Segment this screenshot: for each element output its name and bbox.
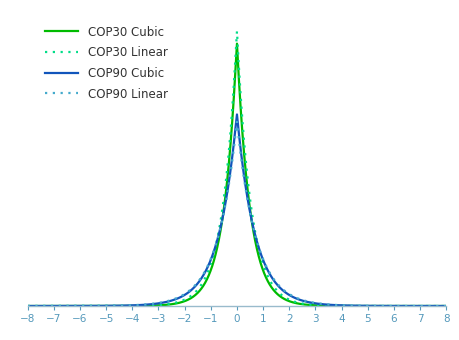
Legend: COP30 Cubic, COP30 Linear, COP90 Cubic, COP90 Linear: COP30 Cubic, COP30 Linear, COP90 Cubic, … xyxy=(42,22,171,104)
COP90 Cubic xyxy=(185,291,190,295)
COP90 Cubic xyxy=(389,304,395,308)
COP90 Cubic xyxy=(434,304,440,308)
COP30 Linear xyxy=(73,304,78,308)
COP30 Linear xyxy=(203,274,208,278)
COP30 Cubic xyxy=(203,278,208,283)
COP30 Cubic xyxy=(73,304,78,308)
Line: COP30 Linear: COP30 Linear xyxy=(28,31,445,306)
Line: COP90 Linear: COP90 Linear xyxy=(28,122,445,306)
COP30 Linear xyxy=(25,304,30,308)
Line: COP90 Cubic: COP90 Cubic xyxy=(28,115,445,306)
COP90 Linear xyxy=(442,304,448,308)
COP90 Cubic xyxy=(234,113,239,117)
COP30 Cubic xyxy=(97,304,103,308)
COP90 Linear xyxy=(25,304,30,308)
COP30 Cubic xyxy=(185,298,190,302)
COP90 Linear xyxy=(389,304,395,308)
COP30 Linear xyxy=(442,304,448,308)
COP30 Linear xyxy=(185,296,190,300)
COP30 Cubic xyxy=(434,304,440,308)
COP90 Linear xyxy=(185,290,190,294)
COP90 Linear xyxy=(73,304,78,308)
COP90 Cubic xyxy=(203,268,208,272)
COP90 Linear xyxy=(234,120,239,124)
COP90 Cubic xyxy=(25,304,30,308)
COP30 Cubic xyxy=(442,304,448,308)
COP90 Cubic xyxy=(73,304,78,308)
COP30 Cubic xyxy=(389,304,395,308)
COP90 Cubic xyxy=(97,304,103,308)
COP30 Linear xyxy=(97,304,103,308)
Line: COP30 Cubic: COP30 Cubic xyxy=(28,44,445,306)
COP30 Linear xyxy=(234,29,239,33)
COP30 Cubic xyxy=(25,304,30,308)
COP90 Linear xyxy=(434,304,440,308)
COP90 Linear xyxy=(203,267,208,271)
COP90 Cubic xyxy=(442,304,448,308)
COP90 Linear xyxy=(97,304,103,308)
COP30 Cubic xyxy=(234,41,239,46)
COP30 Linear xyxy=(434,304,440,308)
COP30 Linear xyxy=(389,304,395,308)
